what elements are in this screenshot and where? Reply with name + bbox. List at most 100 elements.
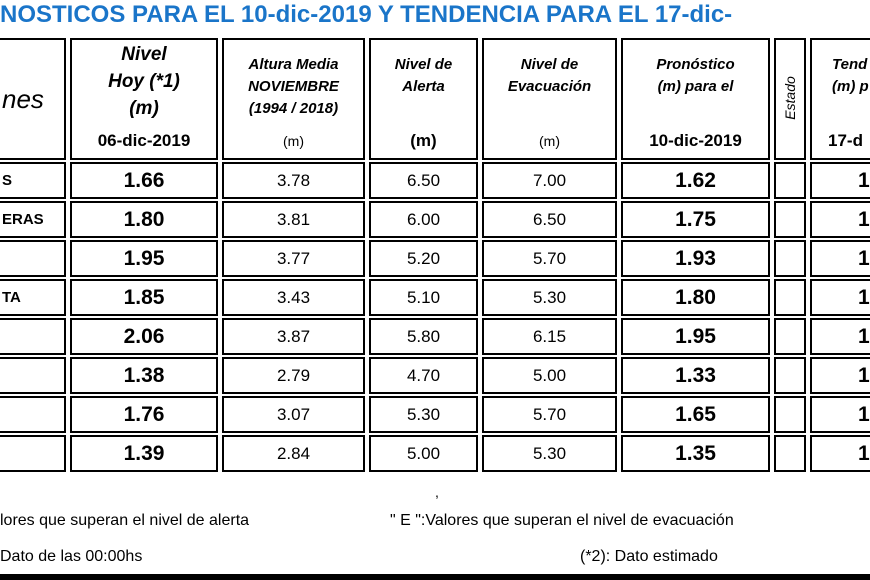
- value-bold: 2.06: [123, 325, 165, 348]
- mark: ,: [435, 484, 439, 500]
- table-cell: 1.95: [70, 240, 218, 277]
- value: 6.50: [406, 171, 441, 190]
- header-text: Pronóstico: [656, 56, 735, 73]
- value-bold: 1.62: [675, 169, 716, 192]
- table-cell: 1.38: [70, 357, 218, 394]
- table-cell: [0, 240, 66, 277]
- value: 5.80: [406, 327, 441, 346]
- table-cell: 1.76: [70, 396, 218, 433]
- value-bold: 1: [858, 247, 870, 270]
- header-text: (m) para el: [657, 78, 734, 95]
- header-cell: Nivel de Evacuación (m): [482, 38, 617, 160]
- value-bold: 1.93: [675, 247, 716, 270]
- table-cell: 1: [810, 435, 870, 472]
- value: 6.50: [532, 210, 567, 229]
- table-cell: 1: [810, 279, 870, 316]
- value-bold: 1: [858, 208, 870, 231]
- value: 6.00: [406, 210, 441, 229]
- header-text: (m): [129, 98, 159, 119]
- value-bold: 1: [858, 169, 870, 192]
- header-foot: (m): [539, 133, 560, 149]
- table-cell: ERAS: [0, 201, 66, 238]
- table-cell: 3.78: [222, 162, 365, 199]
- value-bold: 1: [858, 286, 870, 309]
- header-cell: Nivel de Alerta (m): [369, 38, 478, 160]
- table-cell: 1.39: [70, 435, 218, 472]
- value: 5.30: [532, 444, 567, 463]
- value: 3.77: [276, 249, 311, 268]
- title: NOSTICOS PARA EL 10-dic-2019 Y TENDENCIA…: [0, 1, 733, 28]
- table-cell: 3.07: [222, 396, 365, 433]
- table-cell: 5.20: [369, 240, 478, 277]
- header-text: NOVIEMBRE: [248, 78, 339, 95]
- header-cell: Altura Media NOVIEMBRE (1994 / 2018) (m): [222, 38, 365, 160]
- value-bold: 1.35: [675, 442, 716, 465]
- table-cell: 5.70: [482, 396, 617, 433]
- value: 5.10: [406, 288, 441, 307]
- value-bold: 1.38: [123, 364, 165, 387]
- header-foot: (m): [410, 131, 437, 150]
- table-cell: 1.93: [621, 240, 770, 277]
- table-cell: 1: [810, 162, 870, 199]
- value-bold: 1.95: [675, 325, 716, 348]
- table-cell: [774, 396, 806, 433]
- value-bold: 1.39: [123, 442, 165, 465]
- value: 5.00: [406, 444, 441, 463]
- table-cell: 5.10: [369, 279, 478, 316]
- value-bold: 1.65: [675, 403, 716, 426]
- header-text: Alerta: [402, 78, 445, 95]
- header-cell: Nivel Hoy (*1) (m) 06-dic-2019: [70, 38, 218, 160]
- table-cell: 6.50: [482, 201, 617, 238]
- table-cell: [774, 279, 806, 316]
- value: 2.79: [276, 366, 311, 385]
- table-cell: 1.62: [621, 162, 770, 199]
- header-text: Nivel: [121, 44, 167, 65]
- table-cell: 1.65: [621, 396, 770, 433]
- header-foot: 06-dic-2019: [97, 131, 191, 150]
- table-cell: 5.00: [369, 435, 478, 472]
- value: 4.70: [406, 366, 441, 385]
- table-cell: 1: [810, 357, 870, 394]
- table-cell: 1: [810, 396, 870, 433]
- value: 5.70: [532, 405, 567, 424]
- table-cell: 1: [810, 201, 870, 238]
- value-bold: 1.76: [123, 403, 165, 426]
- header-text: nes: [2, 84, 44, 114]
- table-cell: [0, 435, 66, 472]
- table-cell: 3.43: [222, 279, 365, 316]
- value-bold: 1.80: [675, 286, 716, 309]
- table-cell: 6.00: [369, 201, 478, 238]
- table-cell: 7.00: [482, 162, 617, 199]
- header-text: (1994 / 2018): [248, 100, 339, 117]
- table-cell: 2.06: [70, 318, 218, 355]
- table-cell: 1.35: [621, 435, 770, 472]
- table-cell: 1.33: [621, 357, 770, 394]
- table-cell: 5.00: [482, 357, 617, 394]
- table-cell: [774, 162, 806, 199]
- header-cell: Pronóstico (m) para el 10-dic-2019: [621, 38, 770, 160]
- value-bold: 1.33: [675, 364, 716, 387]
- value-bold: 1: [858, 364, 870, 387]
- table-cell: 6.50: [369, 162, 478, 199]
- table-cell: 1.85: [70, 279, 218, 316]
- row-label: TA: [2, 289, 21, 306]
- header-text: Evacuación: [507, 78, 592, 95]
- table-cell: [0, 357, 66, 394]
- value: 5.30: [406, 405, 441, 424]
- table-cell: 5.30: [369, 396, 478, 433]
- value: 6.15: [532, 327, 567, 346]
- table-cell: 5.70: [482, 240, 617, 277]
- value: 3.81: [276, 210, 311, 229]
- value-bold: 1.95: [123, 247, 165, 270]
- table-cell: [774, 240, 806, 277]
- table-cell: 1.66: [70, 162, 218, 199]
- value-bold: 1.66: [123, 169, 165, 192]
- table-cell: [774, 201, 806, 238]
- table-cell: 3.81: [222, 201, 365, 238]
- table-cell: [0, 396, 66, 433]
- header-text: Nivel de: [520, 56, 579, 73]
- table-cell: TA: [0, 279, 66, 316]
- table-cell: 1: [810, 240, 870, 277]
- header-text: Hoy (*1): [108, 71, 180, 92]
